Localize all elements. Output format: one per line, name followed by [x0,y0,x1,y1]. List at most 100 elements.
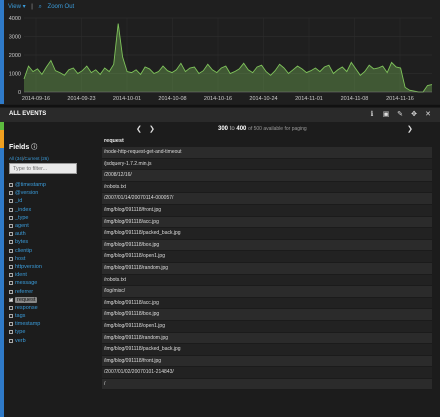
field-item[interactable]: verb [9,337,46,345]
field-checkbox[interactable] [9,305,13,310]
table-row[interactable]: /img/blog/091118/random.jpg [102,262,432,275]
field-checkbox[interactable] [9,256,13,261]
field-checkbox[interactable] [9,207,13,212]
table-row[interactable]: /jsdquery-1.7.2.min.js [102,158,432,171]
field-checkbox[interactable] [9,330,13,335]
table-row[interactable]: /img/blog/091118/packed_back.jpg [102,228,432,240]
field-name: verb [15,337,26,344]
field-item[interactable]: @timestamp [9,181,46,189]
field-item[interactable]: agent [9,222,46,230]
field-name: type [15,329,26,336]
field-item[interactable]: bytes [9,238,46,246]
prev-page-icon[interactable]: ❮ [136,126,142,133]
table-row[interactable]: /img/blog/091118/packed_back.jpg [102,344,432,356]
table-row[interactable]: /node-http-request-get-and-timeout [102,147,432,159]
field-item[interactable]: @version [9,189,46,197]
field-item[interactable]: tags [9,312,46,320]
field-item[interactable]: ident [9,271,46,279]
pager-of-text: of 500 available for paging [248,126,307,132]
fields-current-link[interactable]: Current (26) [24,156,49,161]
save-icon[interactable]: ▣ [382,111,390,118]
field-checkbox[interactable] [9,273,13,278]
table-row[interactable]: /robots.txt [102,181,432,194]
field-checkbox[interactable] [9,224,13,229]
table-row[interactable]: /robots.txt [102,274,432,287]
edit-icon[interactable]: ✎ [397,111,403,118]
field-name: bytes [15,239,29,246]
view-menu-button[interactable]: View ▾ [8,4,26,10]
field-item[interactable]: message [9,279,46,287]
table-row[interactable]: /img/blog/091118/open1.jpg [102,251,432,263]
field-item[interactable]: request [9,296,46,304]
field-name: response [15,304,38,311]
x-tick-label: 2014-10-16 [204,96,232,102]
field-checkbox[interactable] [9,232,13,237]
table-row[interactable]: /img/blog/091118/acc.jpg [102,297,432,310]
field-checkbox[interactable] [9,264,13,269]
field-checkbox[interactable] [9,296,13,302]
field-name: agent [15,223,29,230]
field-checkbox[interactable] [9,183,13,188]
pager-range-start: 300 [218,126,229,132]
pager: ❮ ❯ 300 to 400 of 500 available for pagi… [0,123,440,135]
field-checkbox[interactable] [9,338,13,343]
y-tick-label: 4000 [9,16,21,22]
field-checkbox[interactable] [9,322,13,327]
fields-scope: All (34)/Current (26) [9,156,49,161]
field-item[interactable]: clientip [9,247,46,255]
field-name: message [15,280,38,287]
table-row[interactable]: /img/blog/091118/box.jpg [102,309,432,321]
zoom-out-label: Zoom Out [47,4,75,10]
fields-info-icon[interactable]: ⓘ [31,145,38,151]
field-item[interactable]: _index [9,206,46,214]
field-item[interactable]: type [9,328,46,336]
field-checkbox[interactable] [9,191,13,196]
field-item[interactable]: timestamp [9,320,46,328]
table-row[interactable]: /img/blog/091118/front.jpg [102,204,432,217]
field-item[interactable]: host [9,255,46,263]
field-filter-input[interactable] [9,163,77,174]
fields-all-link[interactable]: All (34) [9,156,24,161]
next-page-right-icon[interactable]: ❯ [407,126,413,133]
histogram-series-line [23,23,433,93]
field-checkbox[interactable] [9,289,13,294]
field-item[interactable]: _type [9,214,46,222]
column-header-request[interactable]: request [104,138,124,144]
table-row[interactable]: / [102,378,432,391]
x-tick-label: 2014-10-08 [158,96,186,102]
pager-range: 300 to 400 of 500 available for paging [218,126,307,132]
close-icon[interactable]: ✕ [425,111,431,118]
field-checkbox[interactable] [9,248,13,253]
field-item[interactable]: auth [9,230,46,238]
field-item[interactable]: response [9,304,46,312]
field-item[interactable]: httpversion [9,263,46,271]
table-row[interactable]: /img/blog/091118/random.jpg [102,332,432,345]
table-row[interactable]: /2007/01/14/20070114-000057/ [102,193,432,205]
histogram-chart[interactable]: 0 1000 2000 3000 4000 2014-09-16 2014-09-23 201… [0,12,440,104]
info-icon[interactable]: ℹ [370,111,374,118]
table-row[interactable]: /img/blog/091118/box.jpg [102,239,432,252]
field-checkbox[interactable] [9,314,13,319]
panel-accent-strip [0,0,4,104]
table-row[interactable]: /img/blog/091118/acc.jpg [102,216,432,229]
move-icon[interactable]: ✥ [411,111,417,118]
table-row[interactable]: /2008/12/16/ [102,170,432,182]
field-checkbox[interactable] [9,281,13,286]
field-checkbox[interactable] [9,215,13,220]
field-name: auth [15,231,26,238]
fields-title-label: Fields [9,144,30,151]
events-accent-strip-blue [0,148,4,417]
table-row[interactable]: /2007/01/02/20070101-214843/ [102,367,432,379]
table-row[interactable]: /img/blog/091118/front.jpg [102,355,432,368]
field-name: _index [15,206,32,213]
table-row[interactable]: /img/blog/091118/open1.jpg [102,320,432,333]
field-item[interactable]: _id [9,197,46,205]
field-checkbox[interactable] [9,199,13,204]
field-checkbox[interactable] [9,240,13,245]
table-row[interactable]: /log/misc/ [102,286,432,298]
field-item[interactable]: referrer [9,287,46,295]
zoom-out-button[interactable]: ⌕ Zoom Out [38,4,78,10]
next-page-icon[interactable]: ❯ [149,126,155,133]
events-table: request /node-http-request-get-and-timeo… [102,136,432,391]
